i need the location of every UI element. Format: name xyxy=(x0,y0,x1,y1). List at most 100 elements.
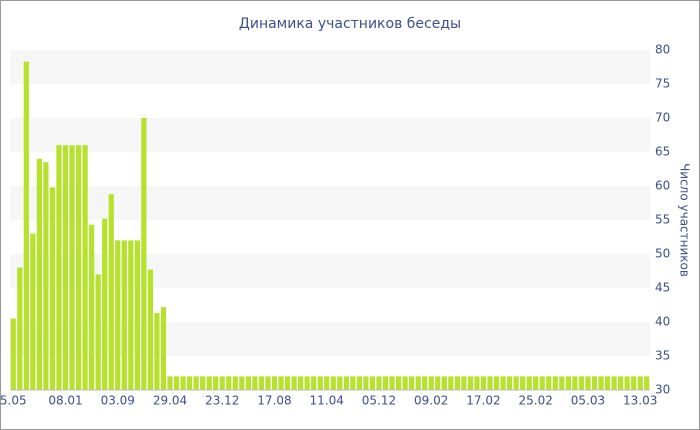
bar xyxy=(95,274,101,390)
bar xyxy=(23,61,29,391)
bar xyxy=(245,376,251,390)
bar xyxy=(284,376,291,390)
bar xyxy=(291,376,297,390)
bar xyxy=(578,376,585,390)
x-tick-label: 5.05 xyxy=(0,394,27,408)
bar xyxy=(311,376,317,390)
bar xyxy=(604,376,611,390)
bar xyxy=(226,376,232,390)
bar xyxy=(533,376,539,390)
y-tick-label: 30 xyxy=(655,383,670,397)
x-tick-label: 17.02 xyxy=(466,394,500,408)
x-tick-label: 11.04 xyxy=(310,394,344,408)
y-tick-label: 70 xyxy=(655,111,670,125)
bar xyxy=(363,376,369,390)
x-tick-label: 09.02 xyxy=(414,394,448,408)
y-tick-label: 60 xyxy=(655,179,670,193)
bar xyxy=(409,376,415,390)
bar xyxy=(428,376,434,390)
bar xyxy=(278,376,284,390)
bar xyxy=(520,376,526,390)
bar xyxy=(415,376,421,390)
x-tick-label: 23.12 xyxy=(205,394,239,408)
bar xyxy=(298,376,304,390)
bar xyxy=(559,376,565,390)
bar xyxy=(585,376,591,390)
y-tick-label: 45 xyxy=(655,281,670,295)
bar xyxy=(317,376,323,390)
bar xyxy=(572,376,578,390)
bar xyxy=(49,187,56,390)
bar xyxy=(330,376,336,390)
bar xyxy=(513,376,519,390)
bar xyxy=(43,162,49,390)
bar xyxy=(141,118,147,390)
bar xyxy=(82,145,88,390)
bar xyxy=(631,376,637,390)
y-tick-label: 35 xyxy=(655,349,670,363)
bar xyxy=(200,376,206,390)
bar xyxy=(102,218,108,390)
bar xyxy=(435,376,441,390)
bar xyxy=(239,376,245,390)
bar xyxy=(500,376,506,390)
bar xyxy=(62,145,69,390)
grid-band xyxy=(10,186,650,220)
bar xyxy=(304,376,310,390)
bar xyxy=(30,233,36,390)
bar xyxy=(232,376,238,390)
bar xyxy=(611,376,617,390)
bar xyxy=(134,240,140,390)
y-tick-label: 40 xyxy=(655,315,670,329)
bar xyxy=(618,376,624,390)
chart-title: Динамика участников беседы xyxy=(239,16,461,32)
bar xyxy=(337,376,343,390)
x-tick-label: 17.08 xyxy=(257,394,291,408)
bar xyxy=(624,376,630,390)
bar xyxy=(115,240,121,390)
bar xyxy=(121,240,127,390)
bar xyxy=(395,376,402,390)
bar xyxy=(75,145,82,390)
bar xyxy=(213,376,219,390)
x-tick-label: 25.02 xyxy=(519,394,553,408)
bar xyxy=(376,376,382,390)
bar xyxy=(193,376,199,390)
bar xyxy=(506,376,513,390)
bar xyxy=(186,376,193,390)
x-tick-label: 03.09 xyxy=(101,394,135,408)
bar xyxy=(552,376,558,390)
y-tick-label: 50 xyxy=(655,247,670,261)
bar xyxy=(89,224,95,390)
bar xyxy=(180,376,186,390)
bar xyxy=(382,376,389,390)
bar xyxy=(474,376,480,390)
bar xyxy=(128,240,134,390)
bar xyxy=(402,376,408,390)
bar xyxy=(448,376,454,390)
bar xyxy=(56,145,62,390)
bar xyxy=(598,376,604,390)
x-tick-label: 13.03 xyxy=(623,394,657,408)
bar xyxy=(454,376,460,390)
y-axis-label: Число участников xyxy=(678,163,692,277)
bar xyxy=(108,194,114,390)
y-tick-label: 75 xyxy=(655,77,670,91)
bar xyxy=(526,376,532,390)
grid-band xyxy=(10,50,650,84)
bar xyxy=(206,376,212,390)
y-tick-label: 55 xyxy=(655,213,670,227)
bar xyxy=(487,376,493,390)
bar xyxy=(644,376,650,390)
bar xyxy=(147,269,154,390)
bar xyxy=(252,376,258,390)
bar xyxy=(265,376,271,390)
bar xyxy=(356,376,362,390)
x-tick-label: 08.01 xyxy=(48,394,82,408)
bar xyxy=(480,376,487,390)
bar xyxy=(343,376,349,390)
bar xyxy=(422,376,428,390)
x-tick-label: 05.12 xyxy=(362,394,396,408)
bar xyxy=(461,376,467,390)
